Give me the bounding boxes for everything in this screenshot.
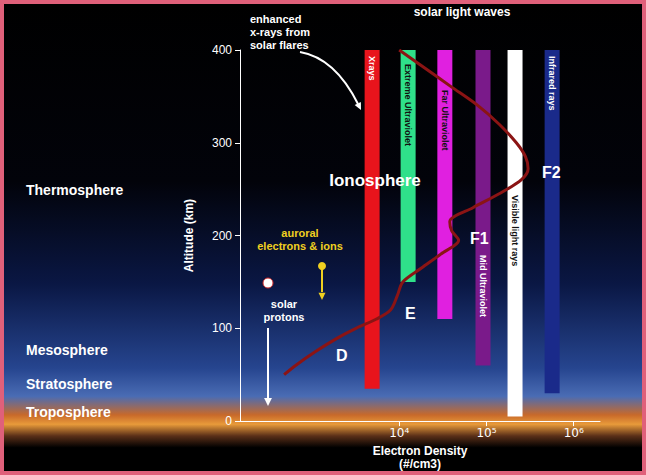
svg-text:10⁵: 10⁵ bbox=[476, 426, 496, 440]
svg-text:Xrays: Xrays bbox=[367, 56, 377, 81]
svg-text:10⁴: 10⁴ bbox=[389, 426, 409, 440]
svg-text:enhanced: enhanced bbox=[250, 13, 301, 25]
svg-text:400: 400 bbox=[212, 43, 232, 57]
svg-text:Thermosphere: Thermosphere bbox=[26, 182, 123, 198]
svg-text:Electron Density: Electron Density bbox=[373, 444, 468, 458]
svg-text:300: 300 bbox=[212, 136, 232, 150]
svg-text:F2: F2 bbox=[542, 164, 561, 181]
svg-text:auroral: auroral bbox=[281, 227, 318, 239]
svg-text:10⁶: 10⁶ bbox=[564, 426, 584, 440]
svg-text:solar: solar bbox=[271, 298, 298, 310]
svg-text:Far Ultraviolet: Far Ultraviolet bbox=[440, 90, 450, 151]
svg-text:E: E bbox=[405, 305, 416, 322]
svg-text:Stratosphere: Stratosphere bbox=[26, 376, 113, 392]
svg-text:100: 100 bbox=[212, 321, 232, 335]
svg-text:Ionosphere: Ionosphere bbox=[329, 171, 421, 190]
svg-text:solar light waves: solar light waves bbox=[414, 5, 511, 19]
svg-text:x-rays from: x-rays from bbox=[250, 26, 310, 38]
svg-text:Altitude (km): Altitude (km) bbox=[182, 199, 196, 272]
svg-text:electrons & ions: electrons & ions bbox=[257, 240, 343, 252]
svg-text:Infrared rays: Infrared rays bbox=[547, 56, 557, 111]
svg-text:solar flares: solar flares bbox=[250, 39, 309, 51]
svg-text:D: D bbox=[336, 347, 348, 364]
svg-text:protons: protons bbox=[264, 311, 305, 323]
svg-text:Troposphere: Troposphere bbox=[26, 404, 111, 420]
svg-text:F1: F1 bbox=[470, 230, 489, 247]
svg-text:Visible light rays: Visible light rays bbox=[510, 195, 520, 266]
svg-text:Extreme Ultraviolet: Extreme Ultraviolet bbox=[403, 64, 413, 146]
svg-text:0: 0 bbox=[225, 414, 232, 428]
svg-text:200: 200 bbox=[212, 229, 232, 243]
svg-text:(#/cm3): (#/cm3) bbox=[399, 457, 441, 471]
svg-text:Mid Ultraviolet: Mid Ultraviolet bbox=[478, 255, 488, 317]
svg-text:Mesosphere: Mesosphere bbox=[26, 342, 108, 358]
